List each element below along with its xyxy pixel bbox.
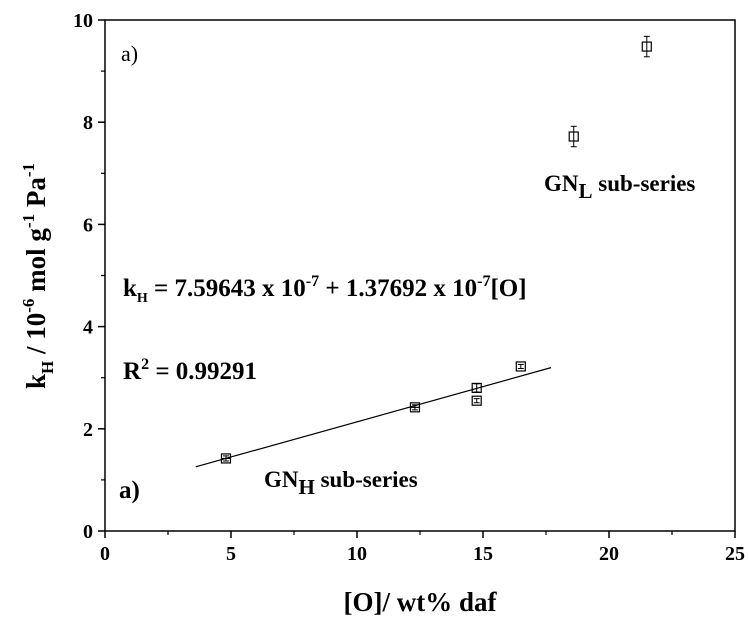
data-point	[568, 125, 579, 148]
point-marker	[471, 382, 482, 394]
x-tick-label: 5	[226, 543, 236, 565]
data-points	[220, 35, 652, 464]
axis-ticks	[98, 19, 736, 538]
panel-label-top: a)	[121, 41, 138, 66]
fit-line-group	[195, 367, 552, 468]
y-tick-labels: 0 2 4 6 8 10	[73, 10, 93, 543]
fit-line	[195, 367, 552, 468]
x-tick-label: 25	[725, 543, 745, 565]
x-tick-label: 20	[599, 543, 619, 565]
y-tick-label: 4	[83, 317, 93, 339]
y-tick-label: 10	[73, 10, 93, 32]
point-marker	[568, 131, 579, 142]
x-tick-label: 15	[473, 543, 493, 565]
data-point	[409, 402, 421, 413]
y-axis-title: kH / 10-6 mol g-1 Pa-1	[19, 163, 57, 389]
data-point	[220, 453, 232, 464]
point-marker	[471, 395, 482, 406]
data-point	[515, 361, 526, 372]
y-tick-label: 0	[83, 521, 93, 543]
x-tick-label: 0	[100, 543, 110, 565]
fit-equation: kH = 7.59643 x 10-7 + 1.37692 x 10-7[O]	[123, 273, 527, 306]
x-tick-label: 10	[347, 543, 367, 565]
y-tick-label: 6	[83, 214, 93, 236]
x-tick-labels: 0 5 10 15 20 25	[100, 543, 745, 565]
point-marker	[641, 41, 652, 52]
data-point	[471, 382, 482, 394]
point-marker	[515, 361, 526, 372]
y-tick-label: 8	[83, 112, 93, 134]
gn-h-label: GNH sub-series	[264, 467, 418, 499]
x-axis-title: [O]/ wt% daf	[344, 587, 498, 617]
r-squared: R2 = 0.99291	[123, 356, 257, 385]
panel-label-bottom: a)	[119, 477, 140, 504]
data-point	[641, 35, 652, 58]
gn-l-label: GNL sub-series	[544, 171, 695, 203]
data-point	[471, 395, 482, 406]
y-tick-label: 2	[83, 419, 93, 441]
